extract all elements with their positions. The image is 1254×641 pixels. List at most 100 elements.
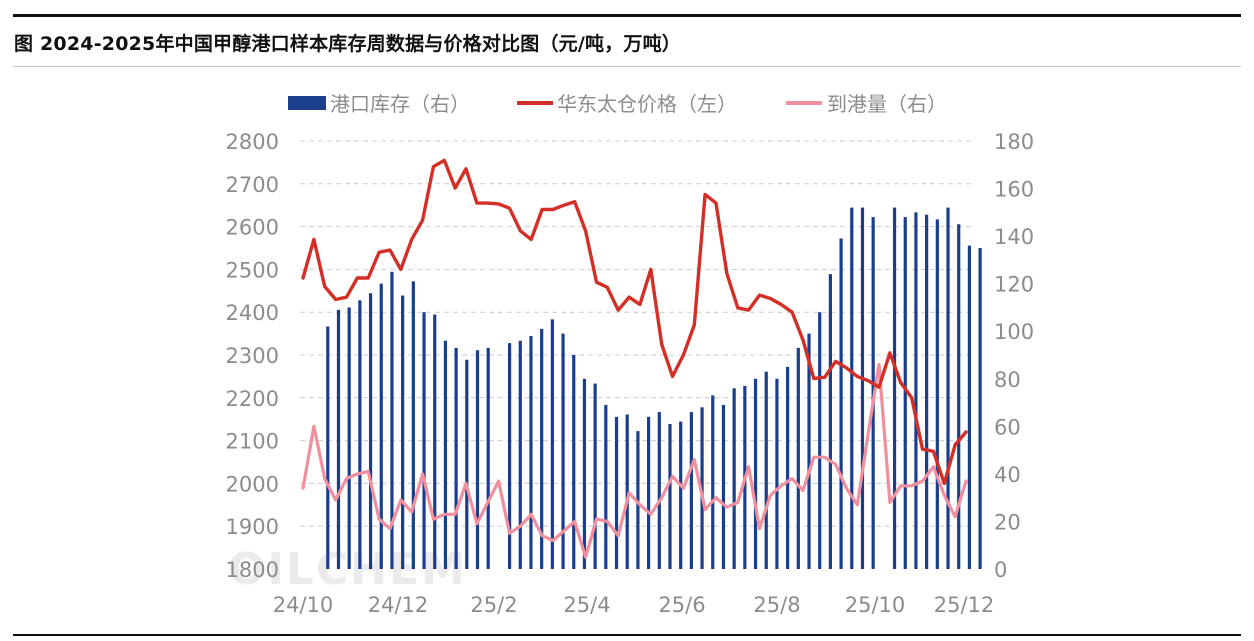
inventory-bar bbox=[507, 343, 512, 569]
inventory-bar bbox=[689, 412, 693, 569]
inventory-bar bbox=[433, 314, 437, 569]
x-tick-label: 25/12 bbox=[934, 593, 995, 617]
title-separator bbox=[13, 66, 1241, 67]
inventory-bar bbox=[379, 283, 383, 569]
y-right-tick-label: 160 bbox=[994, 178, 1034, 202]
y-right-tick-label: 140 bbox=[994, 225, 1034, 249]
inventory-bar bbox=[465, 359, 469, 569]
inventory-bar bbox=[443, 340, 448, 569]
inventory-bar bbox=[957, 224, 961, 569]
inventory-bar bbox=[892, 207, 897, 570]
inventory-bar bbox=[786, 366, 790, 569]
x-tick-label: 24/10 bbox=[273, 593, 334, 617]
inventory-bar bbox=[604, 404, 608, 569]
y-axis-right: 180 160 140 120 100 80 60 40 20 0 bbox=[994, 130, 1034, 582]
x-tick-label: 25/10 bbox=[845, 593, 906, 617]
inventory-bar bbox=[967, 245, 972, 569]
legend-label-arrival: 到港量（右） bbox=[827, 92, 947, 116]
inventory-bar bbox=[550, 319, 554, 569]
y-right-tick-label: 60 bbox=[994, 415, 1021, 439]
inventory-bar bbox=[732, 388, 736, 569]
inventory-bar bbox=[422, 312, 426, 569]
y-right-tick-label: 180 bbox=[994, 130, 1034, 154]
inventory-bar bbox=[561, 333, 565, 569]
arrival-line-group bbox=[301, 362, 968, 559]
inventory-bar bbox=[721, 404, 726, 569]
inventory-bar bbox=[358, 300, 362, 569]
inventory-bar bbox=[326, 326, 330, 569]
y-left-tick-label: 2100 bbox=[226, 430, 279, 454]
inventory-bar bbox=[796, 347, 800, 569]
price-line bbox=[301, 158, 968, 486]
inventory-bar bbox=[839, 238, 843, 569]
inventory-bar bbox=[593, 383, 597, 569]
inventory-bar bbox=[925, 214, 929, 569]
inventory-bar bbox=[582, 378, 587, 569]
inventory-bar bbox=[903, 217, 907, 570]
inventory-bar bbox=[401, 295, 405, 569]
inventory-bar bbox=[850, 207, 854, 570]
y-left-tick-label: 2200 bbox=[226, 387, 279, 411]
y-right-tick-label: 40 bbox=[994, 463, 1021, 487]
inventory-bar bbox=[711, 395, 715, 569]
x-tick-label: 25/8 bbox=[753, 593, 800, 617]
chart-title: 图 2024-2025年中国甲醇港口样本库存周数据与价格对比图（元/吨，万吨） bbox=[14, 33, 682, 55]
y-left-tick-label: 2300 bbox=[226, 344, 279, 368]
y-left-tick-label: 2500 bbox=[226, 258, 279, 282]
inventory-bars bbox=[326, 207, 982, 570]
inventory-bar bbox=[454, 347, 458, 569]
x-tick-label: 25/4 bbox=[563, 593, 610, 617]
arrival-line bbox=[301, 362, 968, 559]
inventory-bar bbox=[486, 347, 490, 569]
inventory-bar bbox=[572, 355, 576, 569]
legend: 港口库存（右） 华东太仓价格（左） 到港量（右） bbox=[288, 92, 947, 116]
y-right-tick-label: 100 bbox=[994, 320, 1034, 344]
y-left-tick-label: 2400 bbox=[226, 301, 279, 325]
inventory-bar bbox=[753, 378, 758, 569]
inventory-bar bbox=[614, 416, 619, 569]
y-left-tick-label: 1900 bbox=[226, 515, 279, 539]
inventory-bar bbox=[914, 212, 918, 570]
inventory-bar bbox=[828, 274, 832, 569]
legend-swatch-inventory bbox=[288, 96, 326, 110]
inventory-bar bbox=[529, 335, 533, 569]
x-tick-label: 25/2 bbox=[470, 593, 517, 617]
y-right-tick-label: 0 bbox=[994, 558, 1007, 582]
y-left-tick-label: 2000 bbox=[226, 472, 279, 496]
inventory-bar bbox=[411, 281, 415, 569]
inventory-bar bbox=[636, 431, 640, 569]
inventory-bar bbox=[978, 248, 982, 569]
inventory-bar bbox=[860, 207, 865, 570]
legend-label-inventory: 港口库存（右） bbox=[330, 92, 470, 116]
y-axis-left: 2800 2700 2600 2500 2400 2300 2200 2100 2000 1900… bbox=[226, 130, 279, 582]
inventory-bar bbox=[336, 309, 341, 569]
inventory-bar bbox=[946, 207, 950, 570]
y-right-tick-label: 80 bbox=[994, 368, 1021, 392]
y-left-tick-label: 2800 bbox=[226, 130, 279, 154]
combo-chart: OILCHEM 28002700260025002400230022002100… bbox=[226, 92, 1035, 617]
y-left-tick-label: 2700 bbox=[226, 173, 279, 197]
inventory-bar bbox=[935, 219, 939, 569]
y-right-tick-label: 20 bbox=[994, 510, 1021, 534]
inventory-bar bbox=[679, 421, 683, 569]
legend-label-price: 华东太仓价格（左） bbox=[557, 92, 737, 116]
inventory-bar bbox=[668, 423, 672, 569]
inventory-bar bbox=[775, 378, 779, 569]
inventory-bar bbox=[764, 371, 768, 569]
inventory-bar bbox=[657, 412, 661, 569]
inventory-bar bbox=[625, 414, 629, 569]
y-left-tick-label: 2600 bbox=[226, 216, 279, 240]
inventory-bar bbox=[475, 350, 480, 569]
gridlines bbox=[300, 140, 972, 527]
x-tick-label: 24/12 bbox=[368, 593, 429, 617]
inventory-bar bbox=[807, 333, 811, 569]
x-axis: 24/10 24/12 25/2 25/4 25/6 25/8 25/10 25/12 bbox=[273, 593, 995, 617]
inventory-bar bbox=[390, 271, 394, 569]
top-rule bbox=[13, 14, 1241, 17]
inventory-bar bbox=[518, 340, 522, 569]
inventory-bar bbox=[368, 293, 373, 569]
y-right-tick-label: 120 bbox=[994, 273, 1034, 297]
inventory-bar bbox=[540, 328, 544, 569]
bottom-rule bbox=[13, 634, 1241, 636]
x-tick-label: 25/6 bbox=[658, 593, 705, 617]
